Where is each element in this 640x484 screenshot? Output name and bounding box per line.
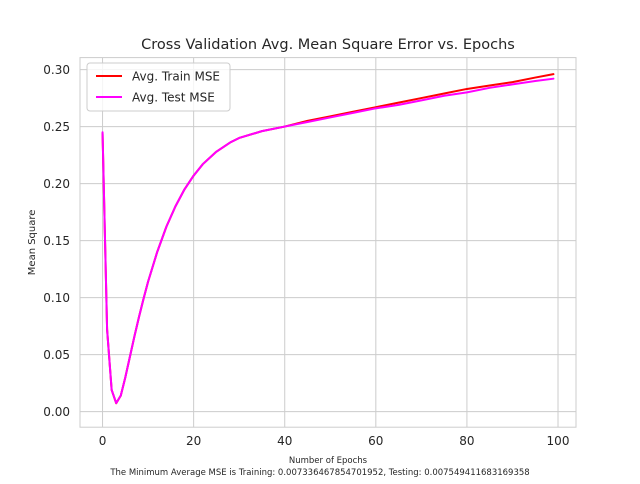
y-tick-label: 0.10	[43, 291, 70, 305]
y-tick-label: 0.00	[43, 405, 70, 419]
x-tick-label: 0	[99, 434, 107, 448]
plot-area	[79, 57, 577, 428]
x-tick-label: 100	[547, 434, 570, 448]
legend: Avg. Train MSE Avg. Test MSE	[86, 62, 231, 112]
y-tick-label: 0.25	[43, 120, 70, 134]
grid-layer	[80, 57, 576, 428]
x-tick-label: 40	[277, 434, 292, 448]
x-tick-label: 80	[459, 434, 474, 448]
x-tick-label: 20	[186, 434, 201, 448]
x-axis-label: Number of Epochs	[289, 456, 368, 466]
y-tick-label: 0.30	[43, 63, 70, 77]
chart-title: Cross Validation Avg. Mean Square Error …	[141, 37, 515, 53]
y-tick-label: 0.20	[43, 177, 70, 191]
legend-label-train: Avg. Train MSE	[132, 70, 220, 84]
tick-layer: 0 20 40 60 80 100 0.00 0.05 0.10 0.15 0.20 0.25 0.30	[43, 63, 569, 448]
legend-label-test: Avg. Test MSE	[132, 91, 215, 105]
x-tick-label: 60	[368, 434, 383, 448]
legend-box	[86, 62, 231, 112]
caption: The Minimum Average MSE is Training: 0.0…	[109, 468, 529, 478]
series-line-test	[101, 77, 555, 405]
y-tick-label: 0.15	[43, 234, 70, 248]
y-tick-label: 0.05	[43, 348, 70, 362]
y-axis-label: Mean Square	[27, 210, 38, 276]
series-layer	[101, 73, 555, 405]
